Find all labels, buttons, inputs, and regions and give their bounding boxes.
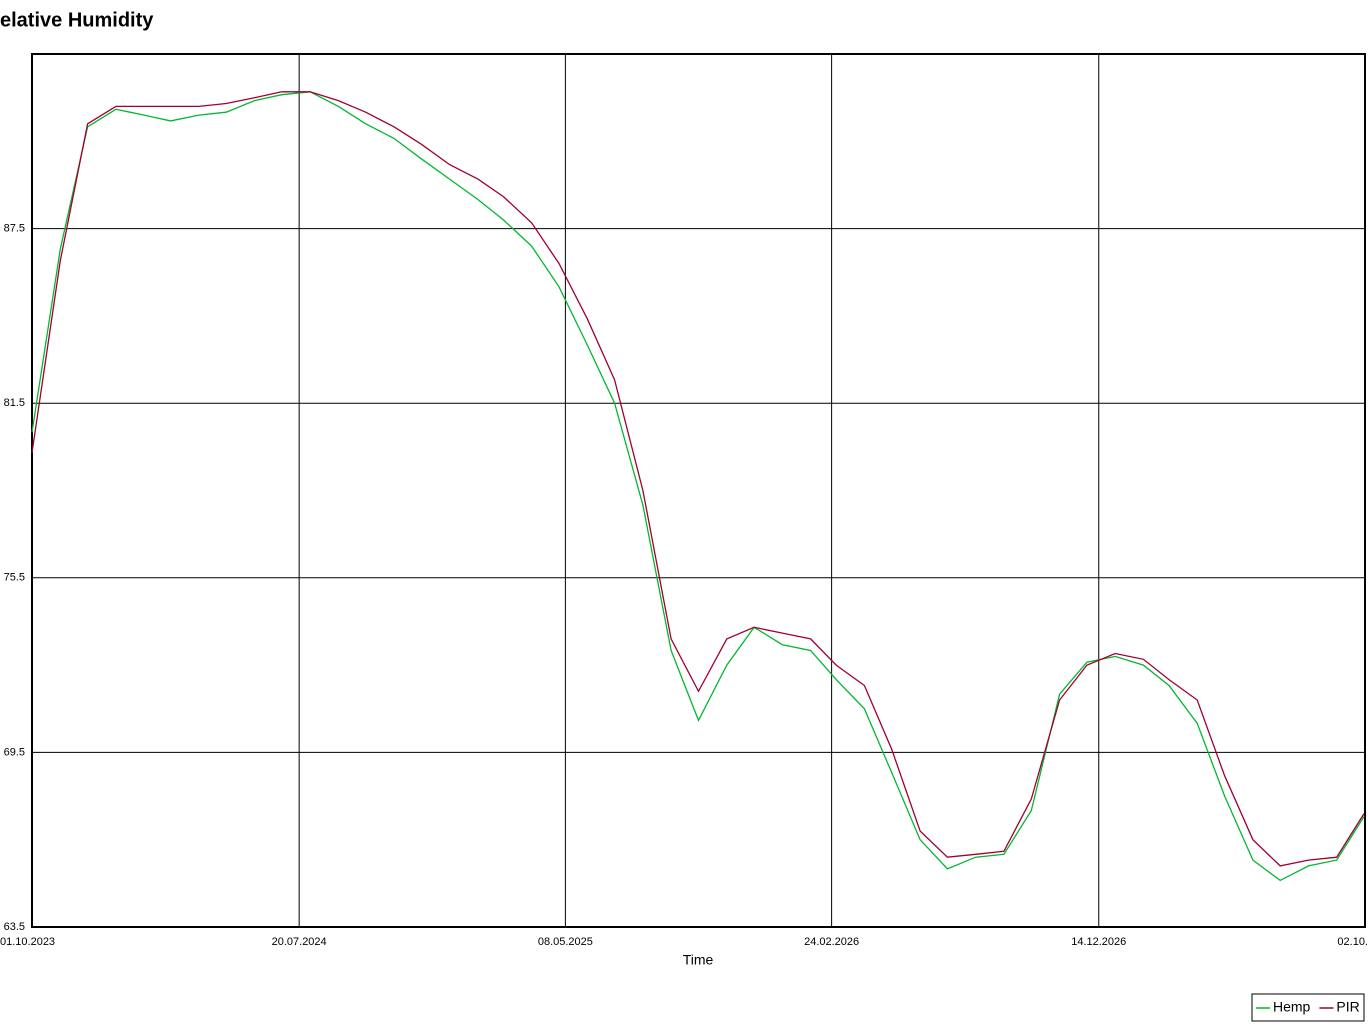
x-tick-label: 02.10. (1337, 936, 1368, 948)
x-tick-label: 01.10.2023 (0, 936, 55, 948)
x-tick-label: 20.07.2024 (272, 936, 327, 948)
x-tick-label: 24.02.2026 (804, 936, 859, 948)
y-tick-label: 69.5 (4, 746, 25, 758)
legend: Hemp PIR (1251, 993, 1365, 1022)
x-axis-label: Time (683, 952, 714, 968)
legend-box (1251, 993, 1365, 1022)
legend-label: Hemp (1273, 999, 1311, 1015)
series-line (31, 91, 1365, 882)
x-tick-label: 08.05.2025 (538, 936, 593, 948)
series-line (31, 91, 1365, 867)
y-tick-label: 75.5 (4, 572, 25, 584)
x-tick-label: 14.12.2026 (1071, 936, 1126, 948)
y-tick-label: 87.5 (4, 223, 25, 235)
y-tick-label: 81.5 (4, 397, 25, 409)
y-tick-label: 63.5 (4, 921, 25, 933)
legend-label: PIR (1336, 999, 1359, 1015)
plot-frame (31, 53, 1366, 928)
chart-title: elative Humidity (0, 9, 154, 31)
